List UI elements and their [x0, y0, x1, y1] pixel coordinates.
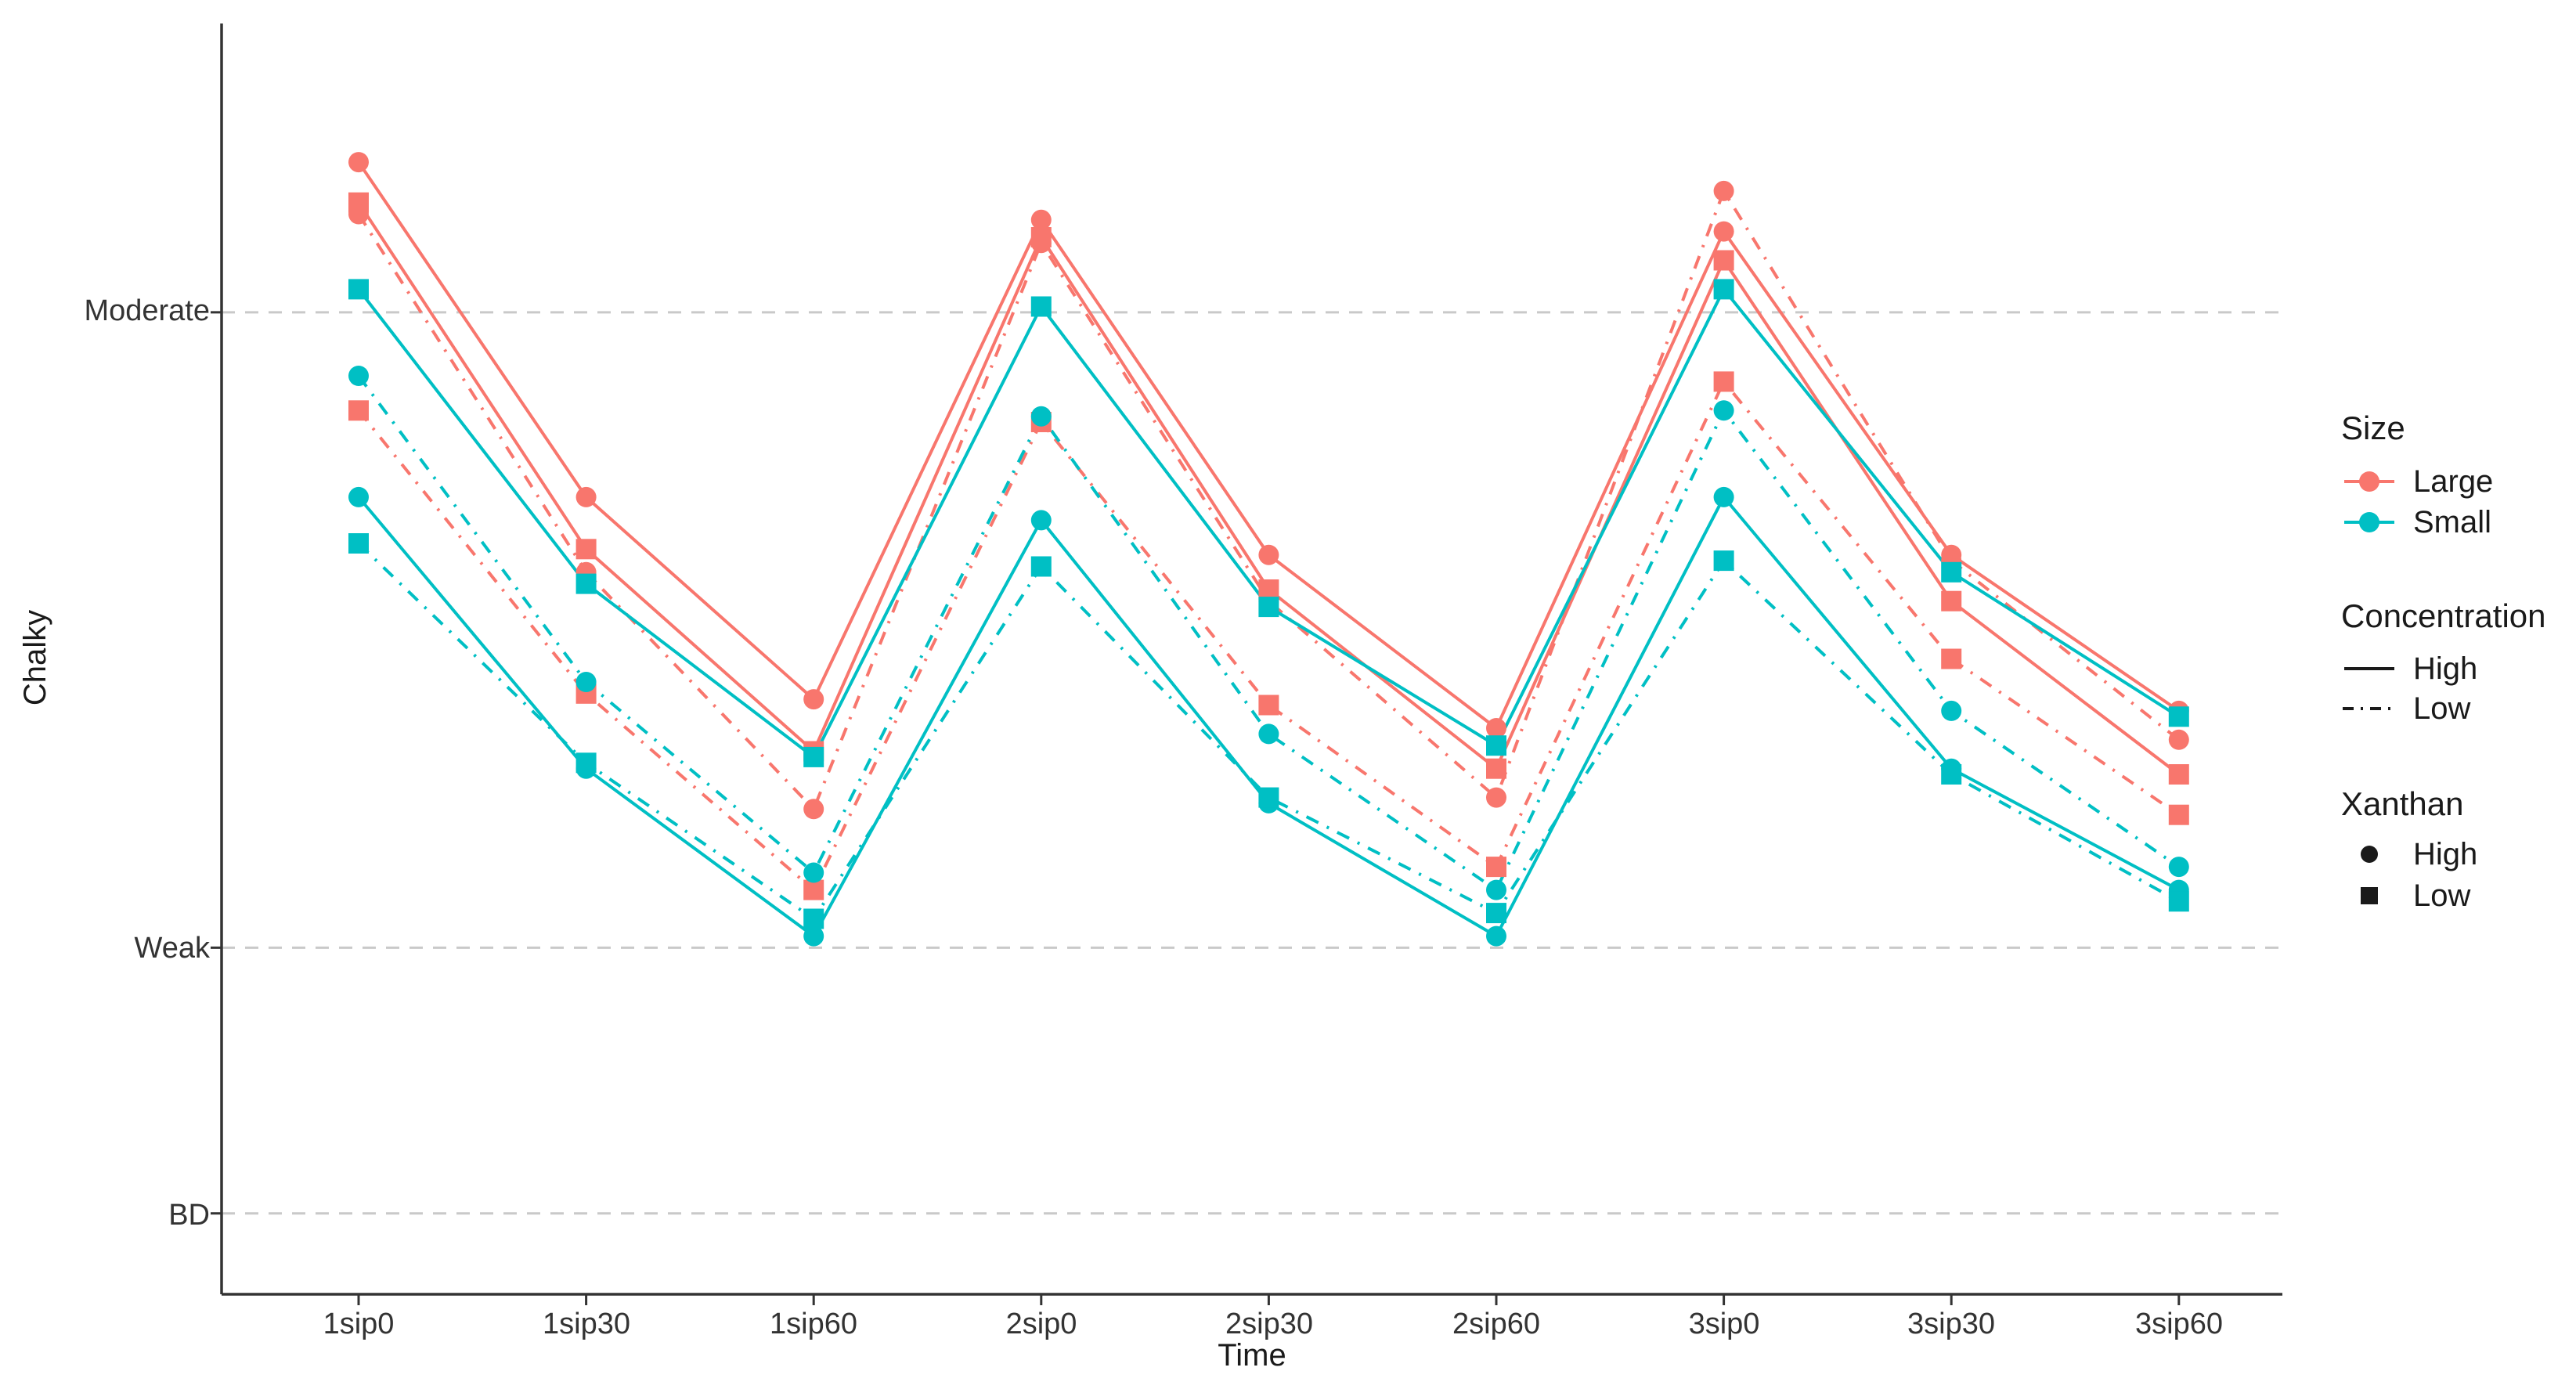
legend-entry-size-large: Large [2341, 460, 2493, 503]
x-tick-label-2sip0: 2sip0 [1005, 1308, 1077, 1340]
y-tick-label-moderate: Moderate [84, 294, 210, 327]
large-swatch-icon [2341, 460, 2397, 503]
marker-small-low-high-3sip0 [1713, 400, 1734, 421]
marker-small-high-high-2sip60 [1486, 925, 1506, 947]
marker-small-low-low-2sip60 [1486, 903, 1506, 924]
marker-small-low-high-2sip0 [1030, 406, 1052, 427]
marker-small-low-high-2sip60 [1486, 879, 1506, 900]
marker-small-high-low-1sip60 [803, 746, 824, 767]
dashdot-line-icon [2341, 687, 2397, 730]
marker-small-low-low-1sip60 [803, 908, 824, 929]
marker-small-high-low-3sip60 [2168, 706, 2189, 727]
marker-large-low-low-3sip60 [2168, 804, 2189, 825]
x-tick-label-1sip30: 1sip30 [543, 1308, 630, 1340]
legend-entry-xanthan-high: High [2341, 833, 2477, 875]
y-tick-label-weak: Weak [134, 932, 210, 965]
marker-large-low-low-1sip0 [348, 400, 369, 421]
x-tick-label-3sip0: 3sip0 [1688, 1308, 1760, 1340]
marker-small-high-low-1sip0 [348, 279, 369, 300]
marker-small-low-low-3sip60 [2168, 891, 2189, 912]
marker-large-high-high-1sip0 [348, 152, 369, 173]
legend-label-large: Large [2413, 464, 2494, 499]
marker-large-high-low-2sip60 [1486, 758, 1506, 779]
marker-large-high-high-2sip0 [1030, 209, 1052, 230]
legend-entry-concentration-low: Low [2341, 687, 2470, 730]
marker-small-low-low-2sip0 [1030, 556, 1052, 577]
marker-small-low-high-2sip30 [1258, 723, 1279, 745]
marker-large-high-low-3sip0 [1713, 250, 1734, 271]
marker-small-high-low-2sip30 [1258, 597, 1279, 618]
marker-small-high-low-2sip60 [1486, 735, 1506, 756]
marker-small-high-low-2sip0 [1030, 296, 1052, 317]
marker-large-high-high-1sip60 [803, 689, 824, 710]
marker-large-low-high-1sip60 [803, 799, 824, 820]
x-tick-label-3sip60: 3sip60 [2135, 1308, 2223, 1340]
marker-small-high-low-1sip30 [575, 573, 597, 594]
marker-small-high-high-3sip0 [1713, 486, 1734, 507]
solid-line-icon [2341, 648, 2397, 690]
marker-large-low-high-1sip0 [348, 204, 369, 225]
marker-small-low-high-1sip60 [803, 862, 824, 883]
legend-label-concentration-high: High [2413, 651, 2478, 686]
marker-small-high-high-1sip60 [803, 925, 824, 947]
series-line-small-high-low [357, 286, 2180, 759]
marker-large-high-high-2sip60 [1486, 718, 1506, 738]
series-line-large-low-low [357, 378, 2180, 893]
marker-small-low-low-3sip0 [1713, 550, 1734, 572]
marker-large-high-high-1sip30 [575, 486, 597, 507]
marker-small-high-low-3sip30 [1941, 561, 1962, 583]
marker-small-low-low-1sip0 [348, 533, 369, 554]
marker-large-low-high-2sip0 [1030, 233, 1052, 254]
marker-large-high-high-2sip30 [1258, 544, 1279, 565]
marker-large-high-low-3sip30 [1941, 590, 1962, 612]
legend-title-xanthan: Xanthan [2341, 785, 2464, 822]
y-axis-title: Chalky [18, 609, 52, 706]
x-tick-label-1sip60: 1sip60 [770, 1308, 857, 1340]
marker-large-low-low-3sip0 [1713, 371, 1734, 392]
x-tick-label-3sip30: 3sip30 [1907, 1308, 1995, 1340]
marker-small-low-low-2sip30 [1258, 787, 1279, 808]
x-tick-label-2sip60: 2sip60 [1452, 1308, 1540, 1340]
marker-large-low-high-3sip60 [2168, 729, 2189, 750]
legend-entry-size-small: Small [2341, 501, 2491, 543]
marker-small-low-high-1sip0 [348, 366, 369, 386]
marker-small-high-high-1sip0 [348, 486, 369, 507]
x-tick-label-2sip30: 2sip30 [1225, 1308, 1313, 1340]
marker-small-low-low-3sip30 [1941, 764, 1962, 785]
legend-label-xanthan-low: Low [2413, 878, 2471, 913]
legend-label-concentration-low: Low [2413, 691, 2471, 726]
legend-title-concentration: Concentration [2341, 597, 2546, 634]
marker-large-low-low-3sip30 [1941, 648, 1962, 669]
marker-large-low-high-2sip60 [1486, 787, 1506, 808]
marker-small-high-high-2sip0 [1030, 510, 1052, 531]
legend-label-xanthan-high: High [2413, 836, 2478, 871]
x-axis-title: Time [1218, 1338, 1286, 1373]
marker-small-low-low-1sip30 [575, 752, 597, 774]
marker-large-low-low-2sip30 [1258, 694, 1279, 716]
marker-small-low-high-3sip60 [2168, 857, 2189, 878]
marker-small-low-high-3sip30 [1941, 700, 1962, 721]
x-tick-label-1sip0: 1sip0 [323, 1308, 395, 1340]
legend-label-small: Small [2413, 504, 2492, 539]
y-tick-label-bd: BD [168, 1199, 210, 1232]
legend-entry-concentration-high: High [2341, 648, 2477, 690]
circle-marker-icon [2341, 833, 2397, 875]
marker-large-high-low-3sip60 [2168, 764, 2189, 785]
legend-entry-xanthan-low: Low [2341, 875, 2470, 917]
series-line-large-high-high [357, 161, 2180, 731]
small-swatch-icon [2341, 501, 2397, 543]
marker-small-high-low-3sip0 [1713, 279, 1734, 300]
marker-large-low-high-3sip0 [1713, 180, 1734, 201]
square-marker-icon [2341, 875, 2397, 917]
marker-large-high-low-1sip30 [575, 539, 597, 560]
marker-small-low-high-1sip30 [575, 672, 597, 692]
legend-title-size: Size [2341, 409, 2405, 446]
marker-large-high-high-3sip0 [1713, 221, 1734, 242]
marker-large-low-low-1sip60 [803, 879, 824, 900]
marker-large-low-low-2sip60 [1486, 857, 1506, 878]
